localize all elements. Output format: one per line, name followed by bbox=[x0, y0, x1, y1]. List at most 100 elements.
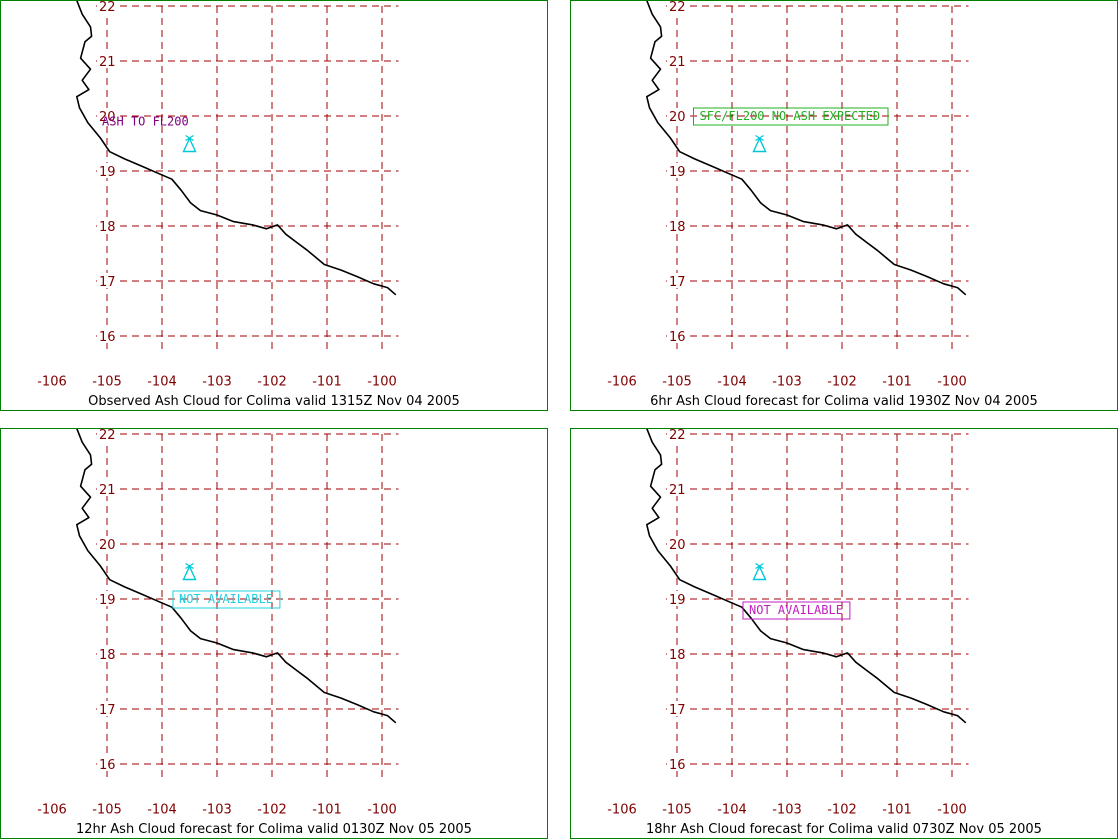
tick-label-lon: -104 bbox=[717, 375, 747, 390]
tick-label-bg bbox=[667, 591, 687, 606]
tick-label-lon: -106 bbox=[37, 803, 67, 818]
tick-label-bg bbox=[667, 53, 687, 68]
coastline bbox=[76, 429, 397, 724]
volcano-triangle-icon bbox=[182, 562, 197, 581]
tick-label-bg bbox=[97, 1, 117, 13]
ash-note: ASH TO FL200 bbox=[102, 115, 189, 129]
tick-label-lat: 17 bbox=[669, 703, 686, 718]
tick-label-lat: 19 bbox=[669, 165, 686, 180]
coastline bbox=[646, 1, 967, 296]
tick-label-lat: 21 bbox=[669, 55, 686, 70]
tick-label-bg bbox=[97, 163, 117, 178]
volcano-triangle-icon bbox=[752, 134, 767, 153]
tick-label-lon: -101 bbox=[312, 375, 342, 390]
tick-label-lon: -101 bbox=[882, 375, 912, 390]
tick-label-lat: 17 bbox=[669, 275, 686, 290]
tick-label-lat: 16 bbox=[669, 330, 686, 345]
tick-label-bg bbox=[97, 756, 117, 771]
tick-label-lon: -105 bbox=[662, 803, 692, 818]
tick-label-lon: -102 bbox=[827, 375, 857, 390]
tick-label-bg bbox=[667, 163, 687, 178]
tick-label-lat: 19 bbox=[99, 593, 116, 608]
tick-label-bg bbox=[97, 536, 117, 551]
tick-label-bg bbox=[97, 481, 117, 496]
panel-18hr-forecast: 16 17 18 19 20 21 22 -106 -105 -104 -103 -102 -101 -1… bbox=[570, 428, 1118, 839]
tick-label-lon: -105 bbox=[662, 375, 692, 390]
panel-observed: 16 17 18 19 20 21 22 -106 -105 -104 -103 -102 -101 -1… bbox=[0, 0, 548, 411]
panel-caption: 18hr Ash Cloud forecast for Colima valid… bbox=[646, 822, 1042, 837]
tick-label-lon: -103 bbox=[202, 803, 232, 818]
tick-label-lon: -102 bbox=[257, 375, 287, 390]
tick-label-lat: 22 bbox=[669, 1, 686, 15]
tick-label-lon: -103 bbox=[202, 375, 232, 390]
tick-label-lon: -106 bbox=[607, 803, 637, 818]
tick-label-lat: 20 bbox=[669, 538, 686, 553]
tick-label-bg bbox=[97, 273, 117, 288]
tick-label-bg bbox=[667, 273, 687, 288]
ash-note-box bbox=[693, 107, 889, 126]
tick-label-bg bbox=[667, 481, 687, 496]
tick-label-lat: 22 bbox=[99, 1, 116, 15]
tick-label-bg bbox=[667, 328, 687, 343]
volcano-mark bbox=[755, 134, 764, 142]
tick-label-bg bbox=[97, 218, 117, 233]
tick-label-lat: 18 bbox=[99, 220, 116, 235]
tick-label-bg bbox=[97, 591, 117, 606]
tick-label-bg bbox=[667, 646, 687, 661]
volcano-mark bbox=[185, 562, 194, 570]
tick-label-lon: -106 bbox=[37, 375, 67, 390]
tick-label-lon: -100 bbox=[937, 375, 967, 390]
tick-label-lon: -103 bbox=[772, 375, 802, 390]
ash-note-box bbox=[172, 590, 281, 609]
map-plot: 16 17 18 19 20 21 22 -106 -105 -104 -103 -102 -101 -1… bbox=[37, 1, 399, 390]
coastline bbox=[76, 1, 397, 296]
panel-6hr-forecast: 16 17 18 19 20 21 22 -106 -105 -104 -103 -102 -101 -1… bbox=[570, 0, 1118, 411]
tick-label-lon: -104 bbox=[717, 803, 747, 818]
panel-12hr-forecast: 16 17 18 19 20 21 22 -106 -105 -104 -103 -102 -101 -1… bbox=[0, 428, 548, 839]
volcano-triangle bbox=[752, 564, 767, 581]
tick-label-bg bbox=[667, 536, 687, 551]
tick-label-lon: -102 bbox=[827, 803, 857, 818]
tick-label-bg bbox=[97, 108, 117, 123]
tick-label-lon: -102 bbox=[257, 803, 287, 818]
tick-label-lat: 21 bbox=[669, 483, 686, 498]
tick-label-lat: 22 bbox=[99, 429, 116, 443]
tick-label-lat: 18 bbox=[669, 648, 686, 663]
tick-label-bg bbox=[97, 646, 117, 661]
tick-label-lat: 22 bbox=[669, 429, 686, 443]
tick-label-lat: 16 bbox=[99, 330, 116, 345]
map-plot: 16 17 18 19 20 21 22 -106 -105 -104 -103 -102 -101 -1… bbox=[607, 429, 969, 818]
tick-label-bg bbox=[667, 108, 687, 123]
coastline bbox=[646, 429, 967, 724]
tick-label-lat: 19 bbox=[99, 165, 116, 180]
tick-label-lat: 21 bbox=[99, 483, 116, 498]
tick-label-lat: 20 bbox=[99, 110, 116, 125]
tick-label-lat: 17 bbox=[99, 703, 116, 718]
tick-label-bg bbox=[97, 328, 117, 343]
tick-label-lon: -104 bbox=[147, 803, 177, 818]
tick-label-lat: 16 bbox=[99, 758, 116, 773]
tick-label-lat: 20 bbox=[99, 538, 116, 553]
ash-note: NOT AVAILABLE bbox=[179, 592, 273, 606]
tick-label-lat: 18 bbox=[669, 220, 686, 235]
tick-label-lat: 16 bbox=[669, 758, 686, 773]
tick-label-bg bbox=[667, 1, 687, 13]
tick-label-bg bbox=[667, 756, 687, 771]
tick-label-bg bbox=[667, 218, 687, 233]
tick-label-bg bbox=[97, 53, 117, 68]
panel-caption: 12hr Ash Cloud forecast for Colima valid… bbox=[76, 822, 472, 837]
volcano-triangle bbox=[752, 136, 767, 153]
tick-label-lat: 19 bbox=[669, 593, 686, 608]
tick-label-lon: -101 bbox=[312, 803, 342, 818]
volcano-triangle bbox=[182, 564, 197, 581]
ash-note-box bbox=[742, 601, 851, 620]
ash-note: NOT AVAILABLE bbox=[749, 603, 843, 617]
volcano-mark bbox=[185, 134, 194, 142]
tick-label-lat: 18 bbox=[99, 648, 116, 663]
panel-caption: 6hr Ash Cloud forecast for Colima valid … bbox=[650, 394, 1038, 409]
tick-label-lat: 21 bbox=[99, 55, 116, 70]
tick-label-bg bbox=[667, 701, 687, 716]
map-plot: 16 17 18 19 20 21 22 -106 -105 -104 -103 -102 -101 -1… bbox=[607, 1, 969, 390]
tick-label-lon: -106 bbox=[607, 375, 637, 390]
tick-label-bg bbox=[97, 701, 117, 716]
